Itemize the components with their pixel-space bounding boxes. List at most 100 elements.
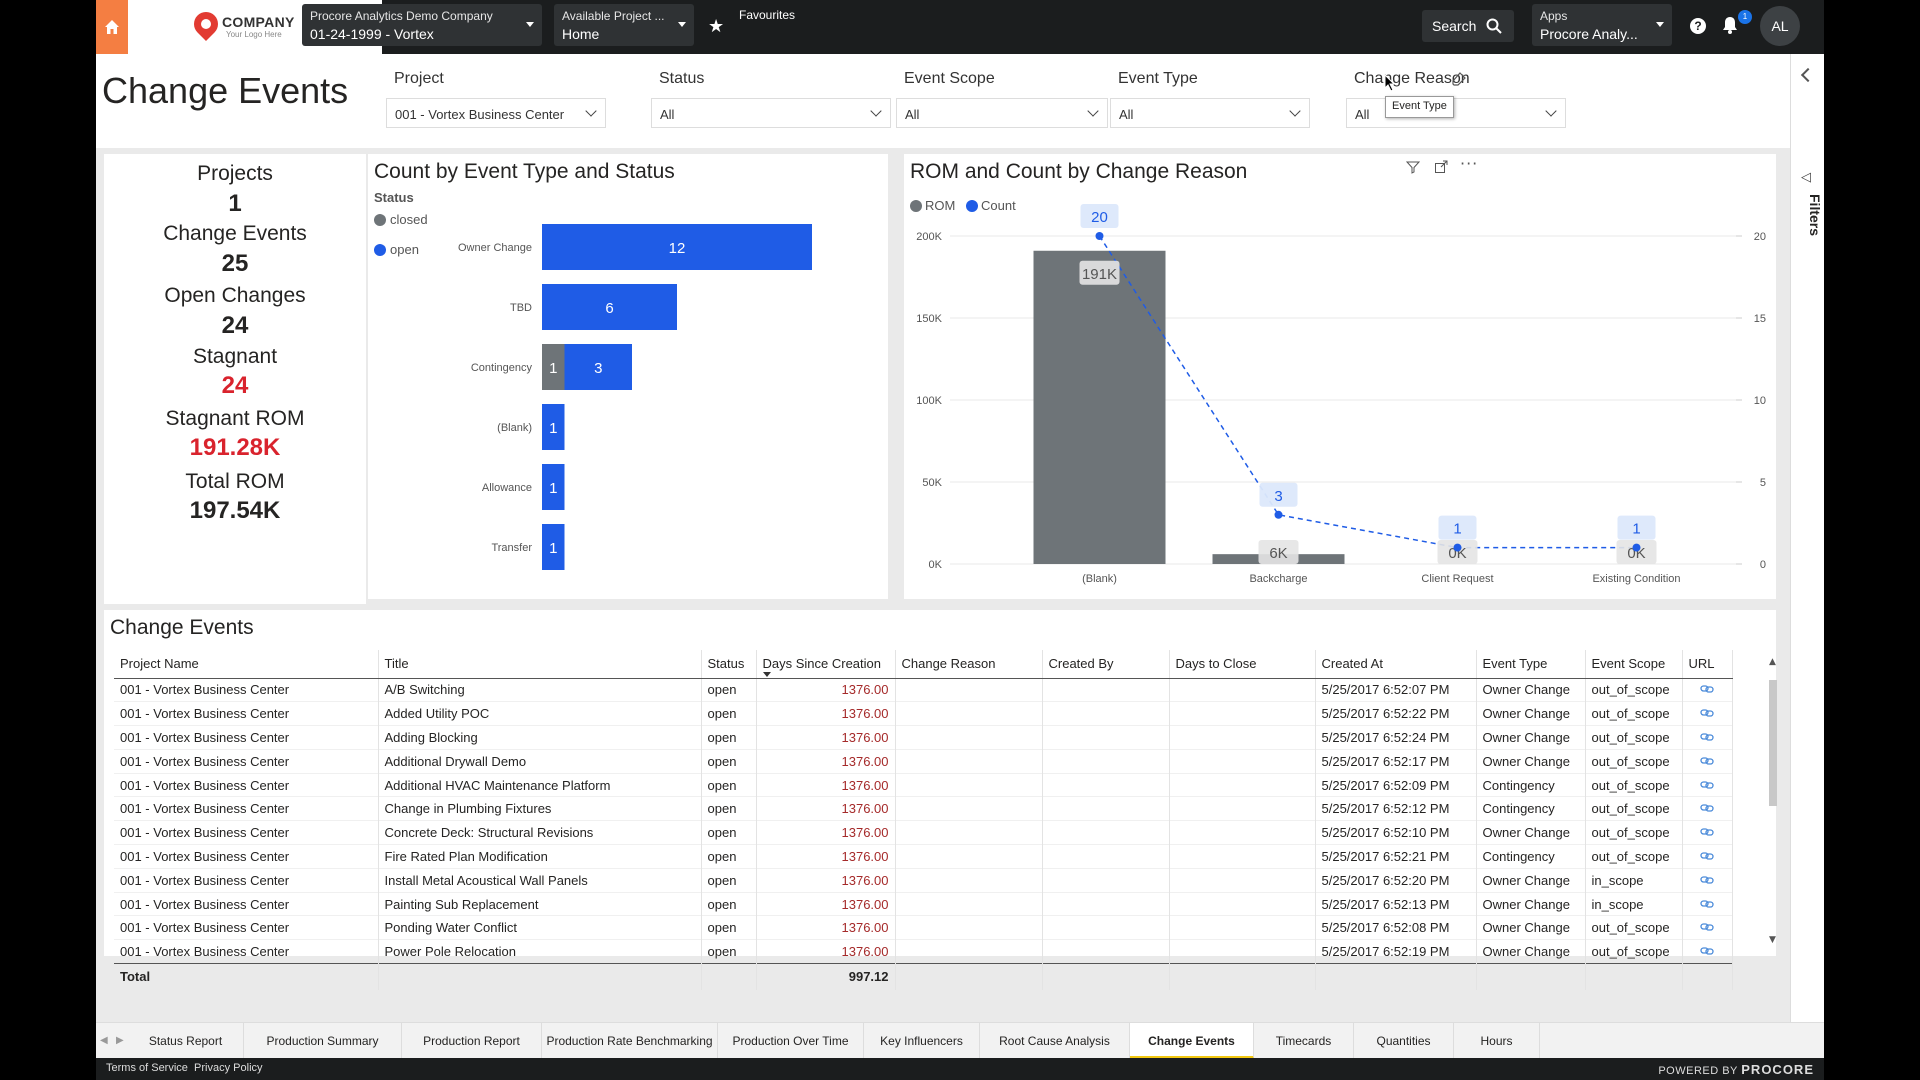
apps-selector[interactable]: Apps Procore Analy... [1532,4,1672,46]
table-row[interactable]: 001 - Vortex Business Center Ponding Wate… [114,915,1733,940]
link-icon[interactable] [1700,922,1714,932]
favourite-star-icon[interactable]: ★ [708,16,725,37]
filters-pane[interactable]: ◁ Filters [1790,54,1824,1022]
column-header-status[interactable]: Status [701,650,757,679]
cell-url[interactable] [1682,892,1733,916]
focus-mode-icon[interactable] [1434,160,1448,174]
link-icon[interactable] [1700,899,1714,909]
slicer-project-dropdown[interactable]: 001 - Vortex Business Center [386,98,606,128]
cell-url[interactable] [1682,939,1733,964]
slicer-status-dropdown[interactable]: All [651,98,891,128]
table-row[interactable]: 001 - Vortex Business Center Added Utilit… [114,701,1733,726]
legend-item-closed[interactable]: closed [390,212,428,227]
sort-descending-icon[interactable] [762,671,771,677]
link-icon[interactable] [1700,851,1714,861]
table-row[interactable]: 001 - Vortex Business Center Additional H… [114,773,1733,797]
count-point[interactable] [1095,232,1104,240]
cell-url[interactable] [1682,868,1733,893]
tab-production-rate-benchmarking[interactable]: Production Rate Benchmarking [542,1023,718,1059]
filters-label[interactable]: Filters [1807,194,1823,237]
bar-open[interactable] [542,404,565,450]
table-row[interactable]: 001 - Vortex Business Center Painting Sub… [114,892,1733,916]
cell-url[interactable] [1682,796,1733,821]
table-row[interactable]: 001 - Vortex Business Center A/B Switchin… [114,678,1733,702]
cell-url[interactable] [1682,915,1733,940]
more-options-icon[interactable]: ··· [1460,154,1479,173]
column-header-days-since-creation[interactable]: Days Since Creation [756,650,896,679]
link-icon[interactable] [1700,780,1714,790]
chevron-left-icon[interactable] [1800,67,1816,83]
tab-timecards[interactable]: Timecards [1254,1023,1354,1059]
count-point[interactable] [1632,543,1641,552]
tab-change-events[interactable]: Change Events [1130,1023,1254,1059]
project-selector[interactable]: Available Project ... Home [554,4,694,46]
bar-closed[interactable] [542,344,565,390]
link-icon[interactable] [1700,756,1714,766]
chart-rom-and-count[interactable]: ROM and Count by Change Reason ··· ROM Co… [904,154,1776,599]
link-icon[interactable] [1700,875,1714,885]
link-icon[interactable] [1700,708,1714,718]
column-header-url[interactable]: URL [1682,650,1733,679]
link-icon[interactable] [1700,732,1714,742]
count-point[interactable] [1274,510,1283,519]
slicer-event-scope-dropdown[interactable]: All [896,98,1108,128]
bar-rom[interactable] [1033,250,1166,564]
table-row[interactable]: 001 - Vortex Business Center Change in Pl… [114,796,1733,821]
scrollbar-thumb[interactable] [1769,680,1777,806]
home-button[interactable] [96,0,128,54]
filter-icon[interactable] [1406,160,1420,174]
table-row[interactable]: 001 - Vortex Business Center Concrete Dec… [114,820,1733,845]
column-header-title[interactable]: Title [378,650,702,679]
legend-item-count[interactable]: Count [981,198,1016,213]
cell-url[interactable] [1682,749,1733,774]
table-row[interactable]: 001 - Vortex Business Center Install Meta… [114,868,1733,893]
favourites-label[interactable]: Favourites [739,8,796,22]
bar-open[interactable] [542,224,812,270]
slicer-event-type-dropdown[interactable]: All [1110,98,1310,128]
legend-item-open[interactable]: open [390,242,419,257]
cell-url[interactable] [1682,725,1733,750]
tab-status-report[interactable]: Status Report [128,1023,244,1059]
slicer-change-reason-dropdown[interactable]: All [1346,98,1566,128]
help-icon[interactable]: ? [1690,18,1706,34]
table-row[interactable]: 001 - Vortex Business Center Fire Rated P… [114,844,1733,869]
cell-url[interactable] [1682,701,1733,726]
link-icon[interactable] [1700,803,1714,813]
table-row[interactable]: 001 - Vortex Business Center Adding Block… [114,725,1733,750]
search-button[interactable]: Search [1422,10,1514,42]
column-header-created-by[interactable]: Created By [1042,650,1170,679]
tab-next-icon[interactable]: ▶ [116,1035,124,1046]
count-point[interactable] [1453,543,1462,552]
column-header-created-at[interactable]: Created At [1315,650,1477,679]
column-header-change-reason[interactable]: Change Reason [895,650,1043,679]
tab-production-over-time[interactable]: Production Over Time [718,1023,864,1059]
legend-item-rom[interactable]: ROM [925,198,955,213]
column-header-event-type[interactable]: Event Type [1476,650,1586,679]
cell-url[interactable] [1682,844,1733,869]
privacy-link[interactable]: Privacy Policy [194,1062,263,1074]
clear-selections-icon[interactable] [1452,72,1466,90]
bar-open[interactable] [542,284,677,330]
bar-open[interactable] [542,524,565,570]
table-row[interactable]: 001 - Vortex Business Center Additional D… [114,749,1733,774]
column-header-event-scope[interactable]: Event Scope [1585,650,1683,679]
link-icon[interactable] [1700,827,1714,837]
scroll-up-icon[interactable]: ▲ [1769,657,1776,667]
tab-quantities[interactable]: Quantities [1354,1023,1454,1059]
notifications-bell-icon[interactable] [1722,16,1738,34]
table-scrollbar[interactable]: ▲ ▼ [1768,657,1778,945]
user-avatar[interactable]: AL [1760,6,1800,46]
cell-url[interactable] [1682,820,1733,845]
line-count[interactable] [1098,235,1637,549]
terms-link[interactable]: Terms of Service [106,1062,188,1074]
tab-production-summary[interactable]: Production Summary [244,1023,402,1059]
tab-key-influencers[interactable]: Key Influencers [864,1023,980,1059]
column-header-project-name[interactable]: Project Name [114,650,379,679]
tab-root-cause-analysis[interactable]: Root Cause Analysis [980,1023,1130,1059]
bar-open[interactable] [542,464,565,510]
chart-count-by-event-type[interactable]: Count by Event Type and Status Status clo… [368,154,888,599]
column-header-days-to-close[interactable]: Days to Close [1169,650,1316,679]
company-selector[interactable]: Procore Analytics Demo Company 01-24-199… [302,4,542,46]
link-icon[interactable] [1700,684,1714,694]
table-row[interactable]: 001 - Vortex Business Center Power Pole R… [114,939,1733,964]
